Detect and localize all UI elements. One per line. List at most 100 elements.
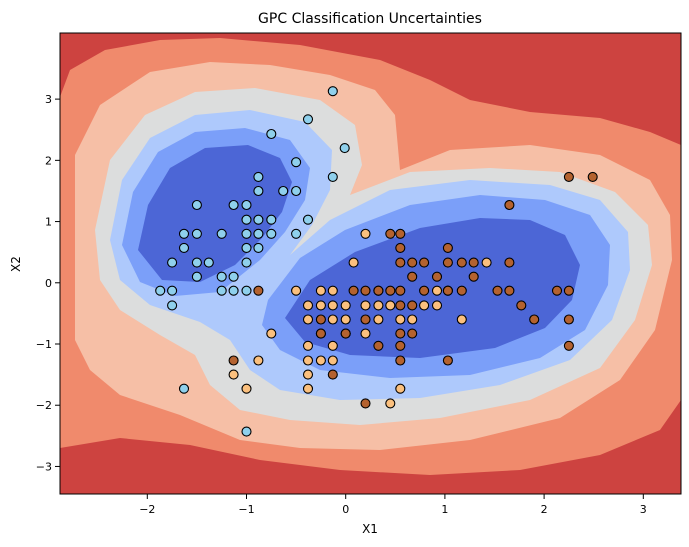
- data-point: [302, 355, 314, 366]
- data-point: [481, 257, 492, 268]
- data-point: [155, 285, 166, 296]
- data-point: [291, 228, 302, 239]
- data-point: [253, 228, 264, 239]
- data-point: [167, 257, 178, 268]
- data-point: [302, 300, 314, 311]
- data-point: [302, 369, 314, 380]
- data-point: [442, 355, 453, 366]
- data-point: [266, 328, 277, 339]
- data-point: [407, 271, 418, 282]
- data-point: [348, 257, 359, 268]
- data-point: [167, 300, 178, 311]
- x-axis-label: X1: [362, 522, 378, 536]
- data-point: [178, 228, 190, 239]
- data-point: [241, 242, 252, 253]
- data-point: [203, 257, 214, 268]
- data-point: [373, 340, 384, 351]
- data-point: [563, 340, 574, 351]
- data-point: [178, 242, 190, 253]
- data-point: [407, 328, 418, 339]
- data-point: [492, 285, 503, 296]
- data-point: [291, 185, 302, 197]
- data-point: [395, 340, 406, 351]
- data-point: [241, 214, 252, 225]
- x-tick-label: 3: [640, 503, 647, 516]
- data-point: [395, 314, 406, 325]
- data-point: [327, 171, 338, 182]
- data-point: [373, 285, 384, 296]
- data-point: [442, 242, 453, 253]
- data-point: [551, 285, 563, 296]
- y-tick-label: −1: [36, 338, 52, 351]
- data-point: [395, 228, 406, 239]
- y-tick-label: 1: [45, 216, 52, 229]
- data-point: [529, 314, 540, 325]
- data-point: [266, 228, 277, 239]
- data-point: [587, 171, 598, 182]
- data-point: [516, 300, 527, 311]
- data-point: [266, 214, 277, 225]
- data-point: [360, 228, 371, 239]
- data-point: [431, 300, 443, 311]
- y-tick-label: 2: [45, 154, 52, 167]
- data-point: [456, 257, 467, 268]
- data-point: [407, 300, 418, 311]
- data-point: [504, 285, 515, 296]
- data-point: [216, 285, 227, 296]
- data-point: [407, 257, 418, 268]
- data-point: [340, 314, 351, 325]
- data-point: [373, 314, 384, 325]
- data-point: [253, 185, 264, 197]
- data-point: [216, 271, 227, 282]
- data-point: [395, 355, 406, 366]
- data-point: [291, 157, 302, 168]
- data-point: [278, 185, 289, 197]
- data-point: [216, 228, 227, 239]
- data-point: [191, 257, 202, 268]
- data-point: [442, 285, 453, 296]
- y-tick-label: 0: [45, 277, 52, 290]
- data-point: [456, 285, 467, 296]
- data-point: [504, 257, 515, 268]
- data-point: [302, 383, 314, 394]
- data-point: [419, 257, 430, 268]
- data-point: [340, 300, 351, 311]
- data-point: [468, 271, 479, 282]
- data-point: [315, 355, 326, 366]
- data-point: [253, 214, 264, 225]
- data-point: [373, 300, 384, 311]
- data-point: [385, 285, 396, 296]
- data-point: [395, 328, 406, 339]
- data-point: [228, 285, 239, 296]
- x-axis: −2 −1 0 1 2 3: [139, 494, 647, 516]
- data-point: [302, 114, 314, 125]
- data-point: [241, 383, 252, 394]
- data-point: [228, 199, 239, 211]
- data-point: [253, 285, 264, 296]
- data-point: [302, 340, 314, 351]
- data-point: [241, 228, 252, 239]
- data-point: [360, 314, 371, 325]
- data-point: [385, 398, 396, 409]
- data-point: [253, 355, 264, 366]
- y-axis-label: X2: [9, 256, 23, 272]
- data-point: [360, 300, 371, 311]
- data-point: [327, 300, 338, 311]
- data-point: [395, 300, 406, 311]
- chart-title: GPC Classification Uncertainties: [258, 11, 482, 27]
- data-point: [253, 242, 264, 253]
- data-point: [266, 128, 277, 140]
- data-point: [456, 314, 467, 325]
- data-point: [302, 214, 314, 225]
- data-point: [395, 285, 406, 296]
- data-point: [327, 86, 338, 97]
- data-point: [407, 314, 418, 325]
- data-point: [385, 300, 396, 311]
- data-point: [419, 285, 430, 296]
- data-point: [327, 314, 338, 325]
- data-point: [302, 314, 314, 325]
- data-point: [563, 285, 574, 296]
- data-point: [385, 228, 396, 239]
- data-point: [431, 271, 443, 282]
